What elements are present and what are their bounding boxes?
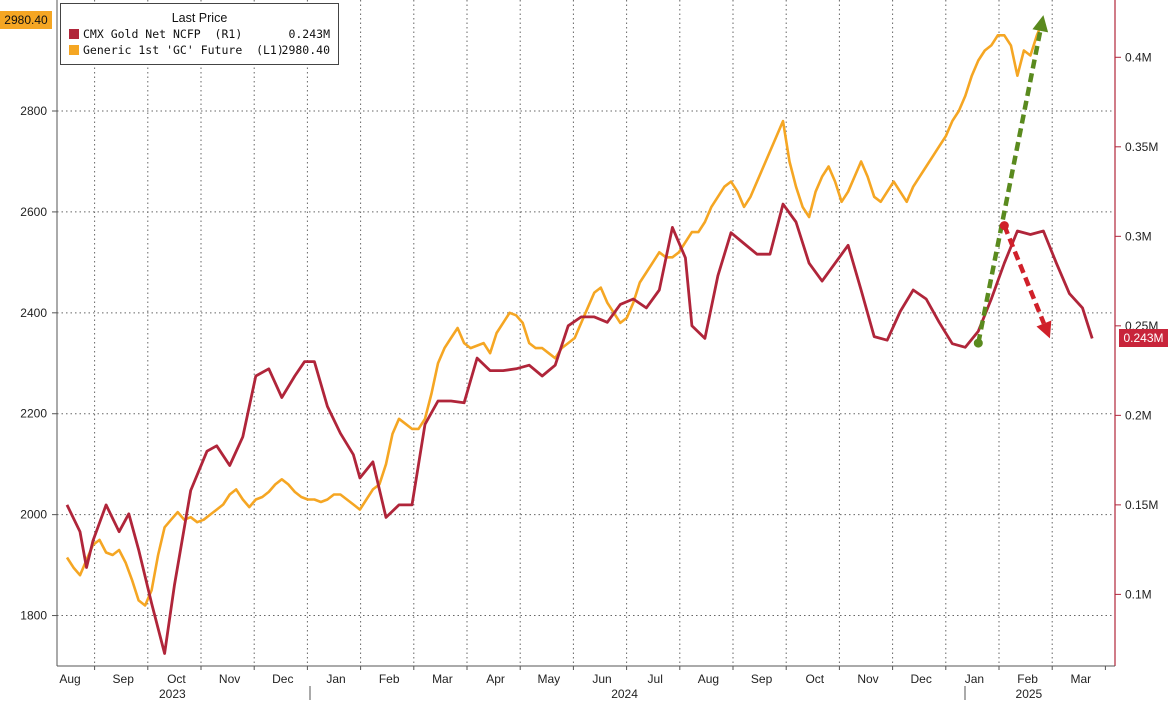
legend-value-gc: 2980.40 (281, 43, 330, 57)
annotation-arrow-head-0 (1032, 15, 1049, 33)
x-tick-label-May-9: May (537, 672, 560, 686)
legend-entry-gc: Generic 1st 'GC' Future (L1) 2980.40 (61, 42, 338, 58)
x-tick-label-Jan-17: Jan (965, 672, 984, 686)
x-tick-label-Feb-6: Feb (379, 672, 400, 686)
x-tick-label-Jul-11: Jul (648, 672, 663, 686)
right-tick-label-0.2M: 0.2M (1125, 408, 1152, 422)
x-tick-label-Dec-4: Dec (272, 672, 293, 686)
annotation-arrow-shaft-0 (976, 30, 1043, 344)
right-tick-label-0.4M: 0.4M (1125, 50, 1152, 64)
right-tick-label-0.25M: 0.25M (1125, 319, 1158, 333)
left-tick-label-2000: 2000 (20, 508, 47, 522)
x-tick-label-Aug-0: Aug (59, 672, 80, 686)
right-tick-label-0.35M: 0.35M (1125, 140, 1158, 154)
legend-label-cmx: CMX Gold Net NCFP (R1) (83, 27, 243, 41)
last-price-badge-left: 2980.40 (0, 10, 52, 29)
x-tick-label-Nov-15: Nov (857, 672, 878, 686)
x-tick-label-Mar-7: Mar (432, 672, 453, 686)
left-tick-label-2800: 2800 (20, 104, 47, 118)
x-tick-label-Feb-18: Feb (1017, 672, 1038, 686)
legend: Last Price CMX Gold Net NCFP (R1) 0.243M… (60, 3, 339, 65)
x-tick-label-Sep-13: Sep (751, 672, 773, 686)
legend-label-gc: Generic 1st 'GC' Future (L1) (83, 43, 284, 57)
year-label-2025: 2025 (1016, 687, 1043, 701)
series-line-generic-1st-gc-future (65, 19, 1045, 607)
legend-swatch-gc (69, 45, 79, 55)
axes (52, 0, 1121, 700)
last-price-badge-right: 0.243M (1119, 329, 1168, 348)
series-lines (65, 19, 1094, 655)
annotation-arrow-origin-1 (999, 221, 1009, 231)
year-label-2023: 2023 (159, 687, 186, 701)
annotation-arrow-head-1 (1036, 320, 1052, 339)
legend-entry-cmx: CMX Gold Net NCFP (R1) 0.243M (61, 26, 338, 42)
annotation-arrow-origin-0 (973, 338, 983, 348)
x-tick-label-Mar-19: Mar (1070, 672, 1091, 686)
annotations (973, 15, 1052, 348)
year-label-2024: 2024 (611, 687, 638, 701)
left-tick-label-2200: 2200 (20, 407, 47, 421)
x-tick-label-Sep-1: Sep (113, 672, 135, 686)
legend-value-cmx: 0.243M (288, 27, 330, 41)
x-tick-label-Jun-10: Jun (592, 672, 611, 686)
x-tick-label-Oct-2: Oct (167, 672, 186, 686)
right-tick-label-0.3M: 0.3M (1125, 229, 1152, 243)
annotation-arrow-shaft-1 (1002, 224, 1046, 325)
x-tick-label-Aug-12: Aug (698, 672, 719, 686)
x-tick-label-Jan-5: Jan (326, 672, 345, 686)
x-tick-label-Dec-16: Dec (911, 672, 932, 686)
x-tick-label-Apr-8: Apr (486, 672, 505, 686)
legend-title: Last Price (171, 11, 228, 25)
left-tick-label-2400: 2400 (20, 306, 47, 320)
left-tick-label-1800: 1800 (20, 609, 47, 623)
x-tick-label-Oct-14: Oct (805, 672, 824, 686)
right-tick-label-0.1M: 0.1M (1125, 587, 1152, 601)
series-line-cmx-gold-net-ncfp (65, 202, 1094, 655)
left-tick-label-2600: 2600 (20, 205, 47, 219)
grid (57, 0, 1115, 666)
right-tick-label-0.15M: 0.15M (1125, 498, 1158, 512)
x-tick-label-Nov-3: Nov (219, 672, 240, 686)
legend-swatch-cmx (69, 29, 79, 39)
tick-labels: 1800 2000 2200 2400 2600 2800 0.1M 0.15M 0.2M 0.2… (20, 50, 1158, 701)
